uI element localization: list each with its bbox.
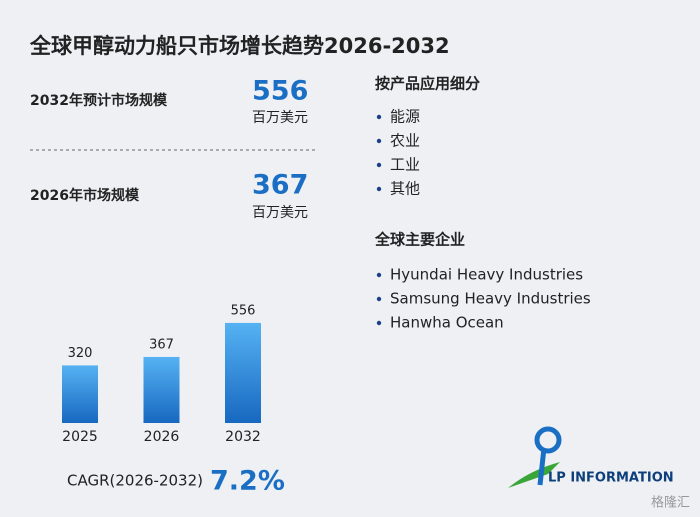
bar [62,365,98,423]
value-label: 556 [231,303,256,318]
bullet [376,320,382,326]
bar [143,356,180,423]
logo-stem [537,447,547,486]
cagr-label: CAGR(2026-2032) [67,472,203,490]
source: 格隆汇 [651,495,690,511]
logo: LP INFORMATION [508,426,674,488]
list-item: 农业 [390,132,420,150]
list-item: 能源 [390,108,420,126]
list-item: 工业 [390,156,420,174]
stat-unit: 百万美元 [252,205,308,221]
stat-label: 2032年预计市场规模 [30,92,168,109]
list-item: 其他 [390,180,420,198]
section-title: 按产品应用细分 [375,75,480,93]
x-tick-label: 2032 [225,429,261,445]
stat-value: 556 [252,76,308,107]
logo-swoosh [508,462,560,488]
x-tick-label: 2026 [144,429,180,445]
value-label: 320 [68,346,93,361]
bullet [376,272,382,278]
logo-text: LP INFORMATION [548,471,674,486]
list-item: Hyundai Heavy Industries [390,266,583,284]
logo-ring [534,426,562,454]
stat-unit: 百万美元 [252,110,308,126]
bullet [376,138,382,144]
list-item: Samsung Heavy Industries [390,290,591,308]
stat-label: 2026年市场规模 [30,187,140,204]
cagr-value: 7.2% [210,466,285,497]
title: 全球甲醇动力船只市场增长趋势2026-2032 [29,34,450,58]
bar [225,322,261,423]
x-tick-label: 2025 [62,429,98,445]
value-label: 367 [149,337,174,352]
stat-value: 367 [252,170,308,201]
list-item: Hanwha Ocean [390,314,504,332]
bullet [376,186,382,192]
bullet [376,296,382,302]
bullet [376,162,382,168]
bullet [376,114,382,120]
section-title: 全球主要企业 [374,231,465,249]
